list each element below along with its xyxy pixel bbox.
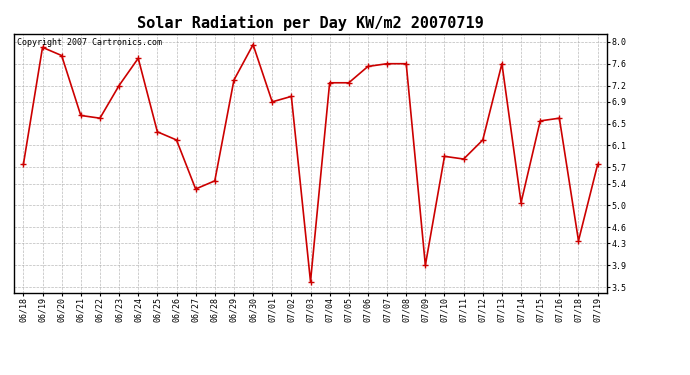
Text: Copyright 2007 Cartronics.com: Copyright 2007 Cartronics.com: [17, 38, 161, 46]
Title: Solar Radiation per Day KW/m2 20070719: Solar Radiation per Day KW/m2 20070719: [137, 15, 484, 31]
